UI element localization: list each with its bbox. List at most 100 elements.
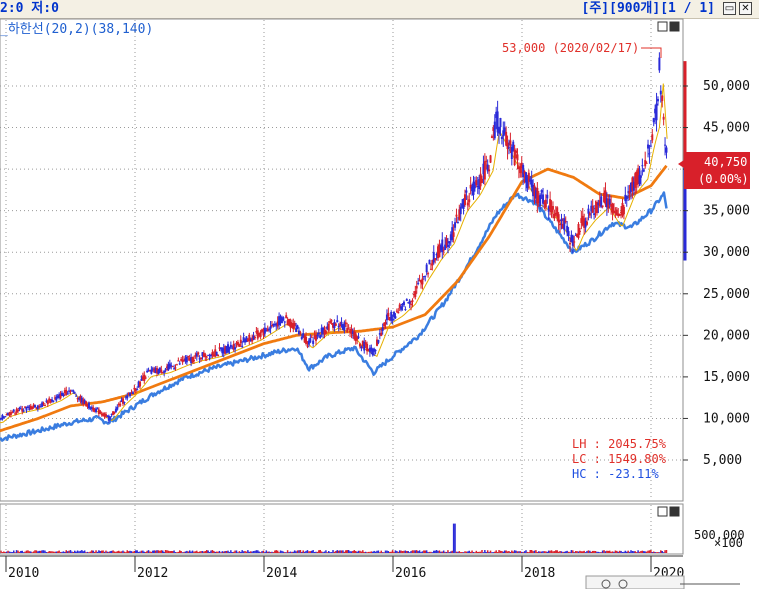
candle-body	[66, 393, 69, 395]
candle-body	[618, 214, 621, 216]
volume-bars	[0, 523, 668, 553]
candle-body	[340, 321, 343, 326]
candle-body	[594, 208, 597, 210]
candle-body	[43, 404, 46, 406]
candle-body	[343, 322, 346, 331]
candle-body	[249, 339, 252, 341]
candle-body	[519, 166, 522, 174]
candle-body	[129, 392, 132, 396]
candle-body	[307, 340, 310, 345]
candle-body	[181, 359, 184, 363]
candle-body	[358, 343, 361, 347]
candle-body	[102, 413, 105, 417]
candle-body	[361, 340, 364, 347]
candle-body	[124, 396, 127, 398]
candle-body	[662, 116, 665, 120]
candle-body	[106, 415, 109, 417]
volume-close-icon[interactable]	[669, 506, 680, 517]
candle-body	[610, 204, 613, 207]
candle-body	[351, 331, 354, 334]
x-tick-label: 2018	[524, 566, 555, 581]
candle-body	[123, 401, 126, 403]
candle-body	[564, 220, 567, 222]
candle-body	[70, 390, 73, 392]
restore-icon[interactable]: ▭	[723, 2, 736, 15]
candle-body	[376, 339, 379, 346]
candle-body	[85, 401, 88, 406]
candle-body	[146, 370, 149, 373]
candle-body	[524, 172, 527, 183]
candle-body	[201, 352, 204, 357]
candle-body	[204, 354, 207, 357]
candle-body	[49, 399, 52, 403]
candle-body	[344, 322, 347, 325]
candle-body	[414, 290, 417, 297]
candle-body	[235, 342, 238, 344]
candle-body	[65, 389, 68, 396]
candle-body	[133, 387, 136, 390]
candle-body	[178, 363, 181, 365]
scroll-controls[interactable]	[585, 575, 740, 589]
close-icon[interactable]: ✕	[739, 2, 752, 15]
candle-body	[157, 369, 160, 374]
candle-body	[83, 400, 86, 404]
candle-body	[454, 222, 457, 228]
candle-body	[322, 327, 325, 335]
candle-body	[608, 198, 611, 205]
candle-body	[255, 330, 258, 333]
candle-body	[289, 321, 292, 328]
candle-body	[349, 330, 352, 333]
candle-body	[634, 173, 637, 188]
candle-body	[93, 408, 96, 412]
candle-body	[296, 325, 299, 329]
volume-restore-icon[interactable]	[657, 506, 668, 517]
candle-body	[161, 372, 164, 374]
candle-body	[425, 264, 428, 273]
candle-body	[265, 329, 268, 332]
price-axis: 5,000 10,000 15,000 20,000 25,000 30,000 35,00…	[683, 79, 750, 468]
candle-body	[285, 315, 288, 319]
candle-body	[537, 195, 540, 203]
candle-body	[317, 332, 320, 335]
candle-body	[631, 177, 634, 191]
candle-body	[510, 146, 513, 160]
candle-body	[80, 397, 83, 403]
volume-unit: ×100	[714, 536, 743, 550]
candle-body	[69, 390, 72, 393]
candle-body	[360, 346, 363, 349]
x-tick-label: 2014	[266, 566, 297, 581]
candle-body	[625, 196, 628, 199]
candle-body	[475, 180, 478, 186]
candle-body	[246, 339, 249, 341]
candle-body	[224, 346, 227, 354]
candle-body	[489, 155, 492, 163]
candle-body	[21, 408, 24, 412]
candle-body	[412, 294, 415, 296]
candle-body	[185, 356, 188, 363]
candle-body	[371, 348, 374, 356]
candle-body	[119, 403, 122, 406]
candle-body	[14, 413, 17, 415]
candle-body	[174, 367, 177, 369]
volume-panel	[0, 503, 684, 555]
candle-body	[496, 111, 499, 133]
candle-body	[222, 348, 225, 354]
panel-close-icon[interactable]	[669, 21, 680, 32]
candle-body	[471, 186, 474, 192]
candle-body	[604, 190, 607, 205]
candle-body	[280, 318, 283, 323]
candle-body	[568, 243, 571, 245]
current-price: 40,750	[704, 155, 747, 169]
candle-body	[478, 179, 481, 190]
candle-body	[329, 320, 332, 324]
candle-body	[577, 224, 580, 238]
candle-body	[295, 328, 298, 332]
panel-restore-icon[interactable]	[657, 21, 668, 32]
candle-body	[532, 184, 535, 197]
candle-body	[400, 306, 403, 310]
candle-body	[659, 90, 662, 95]
candle-body	[472, 181, 475, 195]
candle-body	[259, 331, 262, 337]
candle-body	[290, 323, 293, 328]
